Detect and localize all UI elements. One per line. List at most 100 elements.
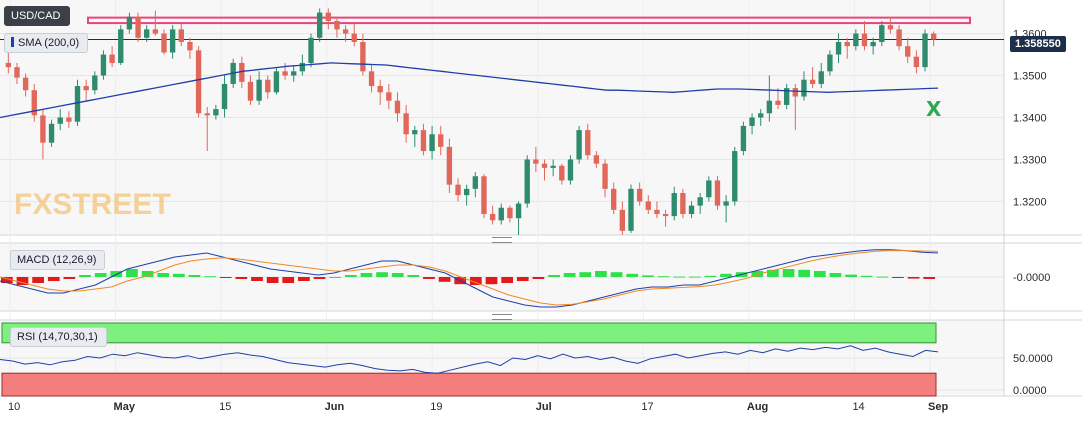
rsi-indicator-badge[interactable]: RSI (14,70,30,1) [10, 327, 107, 347]
candle-down [187, 41, 193, 51]
candle-down [342, 29, 349, 34]
candle-up [688, 205, 695, 215]
macd-histogram-bar-negative [516, 277, 529, 281]
time-tick-label: Jul [536, 401, 552, 413]
instrument-badge[interactable]: USD/CAD [4, 6, 70, 26]
price-tick-label: 1.3200 [1013, 196, 1047, 208]
annotation-x-mark: X [926, 97, 942, 121]
candle-up [126, 16, 133, 30]
macd-histogram-bar-positive [94, 273, 107, 277]
candle-down [611, 188, 617, 210]
candle-up [57, 117, 63, 124]
candle-down [775, 100, 781, 105]
macd-histogram-bar-positive [782, 269, 795, 277]
candle-down [394, 100, 401, 114]
macd-histogram-bar-negative [923, 277, 936, 279]
candle-up [827, 54, 833, 72]
macd-histogram-bar-negative [470, 277, 482, 285]
candle-up [256, 79, 262, 101]
candle-up [697, 197, 703, 206]
candle-down [420, 130, 427, 152]
candle-up [766, 100, 773, 114]
macd-histogram-bar-positive [673, 276, 685, 278]
macd-histogram-bar-positive [767, 269, 779, 277]
macd-histogram-bar-positive [141, 271, 154, 277]
candle-down [83, 86, 89, 91]
panel-resize-handle-top[interactable] [492, 237, 512, 243]
macd-histogram-bar-positive [360, 273, 373, 277]
macd-histogram-bar-positive [704, 275, 717, 277]
time-tick-label: 14 [852, 401, 864, 413]
candle-up [628, 188, 634, 231]
macd-histogram-bar-positive [548, 275, 560, 277]
macd-histogram-bar-positive [329, 277, 342, 278]
candle-up [316, 12, 323, 38]
macd-histogram-bar-positive [813, 271, 826, 277]
macd-histogram-bar-positive [720, 273, 732, 277]
candle-up [299, 62, 306, 72]
sma-indicator-badge[interactable]: SMA (200,0) [4, 33, 89, 53]
candle-up [144, 29, 150, 38]
candle-up [576, 130, 582, 160]
macd-indicator-badge[interactable]: MACD (12,26,9) [10, 250, 106, 270]
candle-up [412, 130, 418, 135]
candle-down [680, 193, 686, 215]
candle-down [809, 79, 816, 84]
candle-down [645, 201, 651, 210]
fxstreet-watermark: FXSTREET [14, 188, 171, 221]
macd-histogram-bar-negative [47, 277, 60, 281]
macd-histogram-bar-negative [1, 277, 13, 283]
candle-up [740, 125, 747, 152]
candle-down [636, 188, 643, 202]
candle-up [213, 109, 219, 116]
candle-down [360, 41, 366, 72]
candle-down [325, 12, 331, 21]
macd-histogram-bar-positive [798, 269, 811, 277]
sma-200-line [0, 62, 939, 119]
candle-up [221, 83, 228, 110]
candle-down [109, 54, 115, 63]
macd-histogram-bar-positive [188, 275, 201, 277]
candle-up [801, 79, 807, 97]
candle-down [239, 62, 245, 82]
candle-up [273, 71, 280, 93]
candle-up [853, 33, 859, 47]
candle-down [887, 25, 894, 30]
time-tick-label: Aug [747, 401, 768, 413]
macd-histogram-bar-negative [266, 277, 279, 283]
macd-layer [0, 249, 939, 308]
macd-histogram-bar-positive [204, 276, 216, 278]
candle-down [541, 163, 548, 168]
candle-down [446, 146, 453, 185]
macd-histogram-bar-negative [251, 277, 263, 281]
candle-up [74, 86, 81, 122]
candle-down [377, 86, 383, 93]
time-tick-label: Sep [928, 401, 948, 413]
candle-up [879, 25, 885, 42]
candle-down [195, 50, 202, 114]
macd-histogram-bar-positive [391, 273, 404, 277]
candle-up [870, 41, 876, 47]
candle-up [758, 113, 764, 118]
candle-up [818, 71, 824, 84]
time-tick-label: 19 [430, 401, 442, 413]
rsi-layer [0, 322, 939, 397]
candle-up [48, 123, 55, 143]
candle-down [135, 16, 141, 38]
candle-up [498, 207, 504, 221]
candle-down [714, 180, 721, 206]
candle-down [204, 113, 210, 116]
macd-histogram-bar-positive [657, 276, 670, 278]
candle-up [567, 159, 574, 181]
candle-down [896, 29, 902, 47]
candle-down [619, 209, 626, 231]
macd-histogram-bar-positive [860, 275, 873, 277]
macd-histogram-bar-positive [876, 276, 889, 278]
candle-up [308, 37, 314, 63]
macd-histogram-bar-positive [595, 271, 607, 277]
rsi-overbought-zone [1, 322, 937, 344]
sma-color-swatch [11, 37, 14, 47]
panel-resize-handle-bottom[interactable] [492, 314, 512, 320]
candle-up [706, 180, 712, 198]
